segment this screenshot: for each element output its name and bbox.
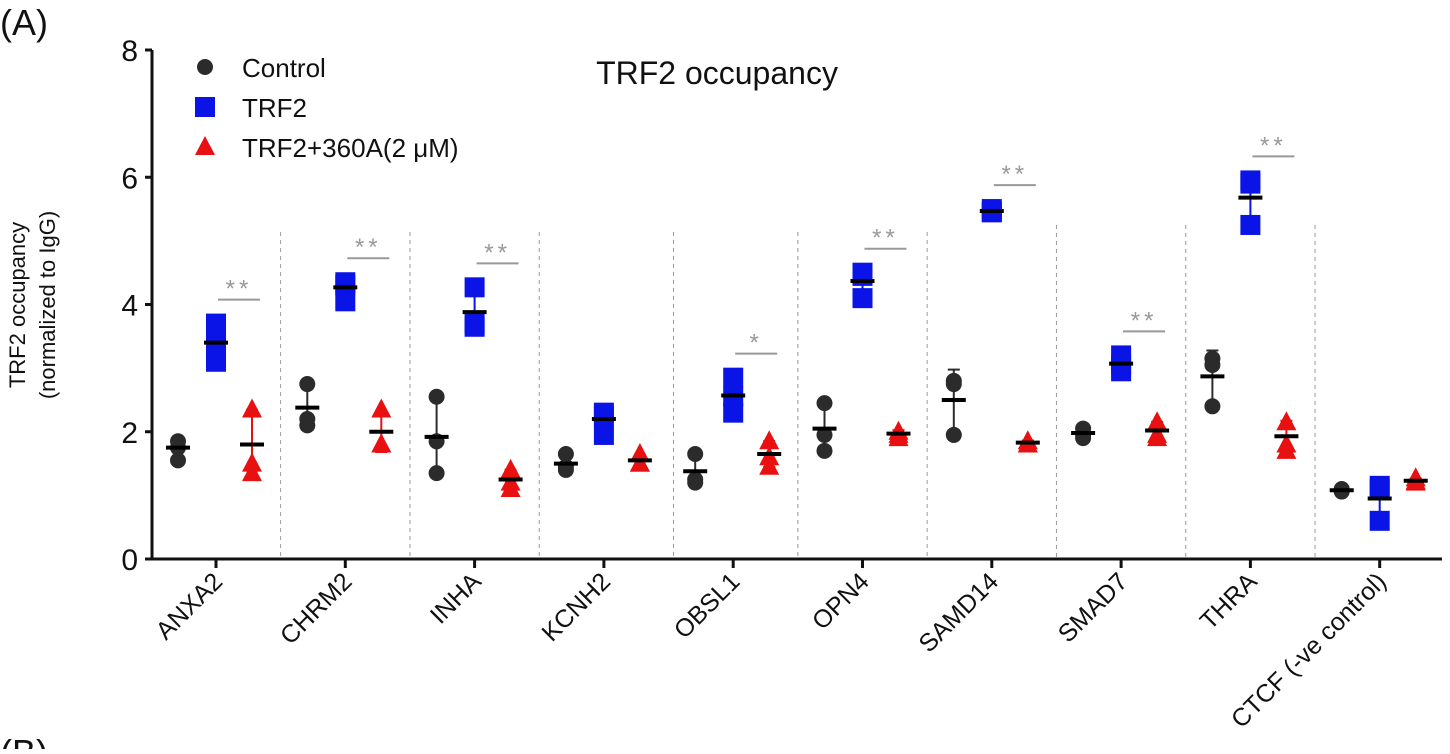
data-point-circle — [816, 442, 833, 459]
y-tick-label: 0 — [121, 544, 138, 577]
data-point-circle — [1204, 356, 1221, 373]
y-tick-label: 6 — [121, 162, 138, 195]
x-tick-label: SAMD14 — [913, 567, 1004, 658]
x-tick-label: OPN4 — [807, 567, 875, 635]
data-point-square — [464, 277, 485, 298]
data-point-triangle — [759, 455, 780, 475]
data-point-circle — [687, 446, 704, 463]
x-tick-label: OBSL1 — [669, 567, 746, 644]
data-point-circle — [428, 465, 445, 482]
legend-label: TRF2+360A(2 μM) — [242, 133, 459, 163]
significance-label: ** — [1001, 161, 1028, 188]
data-point-circle — [299, 417, 316, 434]
data-point-square — [723, 402, 744, 423]
data-point-triangle — [500, 478, 521, 498]
legend-label: Control — [242, 53, 326, 83]
chart-title: TRF2 occupancy — [596, 55, 838, 91]
data-point-triangle — [1147, 427, 1168, 447]
data-point-circle — [816, 395, 833, 412]
legend-marker-circle — [197, 59, 213, 75]
data-point-triangle — [242, 462, 262, 482]
data-point-circle — [557, 461, 574, 478]
x-tick-label: SMAD7 — [1053, 567, 1134, 648]
data-point-square — [1240, 214, 1261, 235]
data-point-square — [852, 288, 873, 309]
legend-marker-triangle — [195, 136, 215, 155]
y-tick-label: 8 — [121, 35, 138, 68]
data-point-circle — [1204, 398, 1221, 415]
x-tick-label: CHRM2 — [275, 567, 358, 650]
data-point-square — [593, 424, 614, 445]
significance-label: ** — [872, 225, 899, 252]
legend-marker-square — [195, 97, 215, 117]
data-point-triangle — [371, 398, 392, 418]
legend: Control TRF2 TRF2+360A(2 μM) — [195, 53, 459, 163]
data-point-triangle — [242, 452, 262, 472]
data-point-triangle — [500, 458, 521, 478]
data-point-circle — [170, 452, 186, 469]
data-point-triangle — [1276, 411, 1297, 431]
significance-label: ** — [484, 239, 511, 266]
data-point-circle — [687, 474, 704, 491]
data-point-triangle — [242, 398, 262, 418]
y-tick-label: 4 — [121, 290, 138, 323]
significance-label: ** — [1260, 132, 1287, 159]
x-tick-label: KCNH2 — [536, 567, 616, 647]
y-tick-label: 2 — [121, 417, 138, 450]
data-point-triangle — [759, 430, 780, 450]
data-point-triangle — [1147, 411, 1168, 431]
x-tick-label: ANXA2 — [150, 567, 228, 645]
data-point-square — [464, 316, 485, 337]
data-point-triangle — [1276, 439, 1297, 459]
data-point-circle — [557, 446, 574, 463]
panel-label: (A) — [0, 2, 48, 43]
data-point-circle — [945, 426, 962, 443]
data-point-square — [1240, 173, 1261, 194]
next-panel-label: (B) — [0, 732, 48, 749]
data-point-triangle — [371, 433, 392, 453]
data-point-square — [335, 291, 356, 312]
y-axis-label-line2: (normalized to IgG) — [35, 211, 60, 399]
data-point-square — [206, 351, 226, 372]
x-tick-label: THRA — [1195, 567, 1263, 635]
significance-label: ** — [1131, 307, 1158, 334]
data-point-circle — [299, 376, 316, 393]
data-point-circle — [816, 426, 833, 443]
data-point-square — [1369, 510, 1390, 531]
significance-label: ** — [226, 276, 253, 303]
data-point-circle — [945, 376, 962, 393]
data-point-triangle — [629, 443, 650, 463]
y-axis-label-line1: TRF2 occupancy — [5, 222, 30, 388]
significance-label: ** — [355, 234, 382, 261]
data-point-square — [1369, 479, 1390, 500]
data-point-square — [1111, 361, 1132, 382]
legend-label: TRF2 — [242, 93, 307, 123]
data-point-square — [723, 367, 744, 388]
x-tick-label: INHA — [425, 567, 487, 629]
significance-label: * — [750, 330, 763, 357]
data-point-square — [593, 405, 614, 426]
data-point-triangle — [888, 427, 909, 447]
data-point-square — [206, 313, 226, 334]
data-point-circle — [428, 388, 445, 405]
